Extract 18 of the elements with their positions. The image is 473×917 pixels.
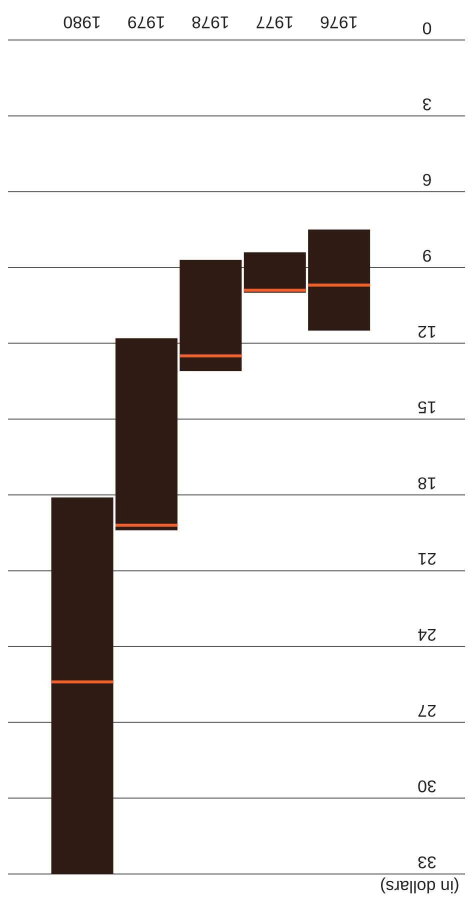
y-tick-label: 3 bbox=[422, 94, 432, 114]
y-tick-label: 6 bbox=[422, 170, 432, 190]
x-tick-label: 1977 bbox=[256, 12, 294, 32]
y-tick-label: 12 bbox=[418, 322, 436, 341]
y-tick-label: 15 bbox=[418, 398, 436, 417]
x-tick-label: 1976 bbox=[320, 12, 358, 32]
x-tick-label: 1979 bbox=[127, 12, 166, 32]
y-tick-label: 0 bbox=[422, 18, 432, 38]
y-tick-label: 30 bbox=[418, 776, 436, 796]
y-tick-label: 24 bbox=[418, 625, 436, 644]
y-tick-label: 27 bbox=[418, 700, 436, 720]
x-tick-label: 1978 bbox=[192, 12, 230, 32]
y-tick-label: 21 bbox=[418, 549, 436, 568]
y-tick-label: 33 bbox=[418, 852, 436, 872]
y-tick-label: 18 bbox=[418, 473, 436, 492]
y-axis-title: (in dollars) bbox=[380, 876, 459, 896]
x-tick-label: 1980 bbox=[63, 12, 102, 32]
y-tick-label: 9 bbox=[422, 246, 432, 265]
